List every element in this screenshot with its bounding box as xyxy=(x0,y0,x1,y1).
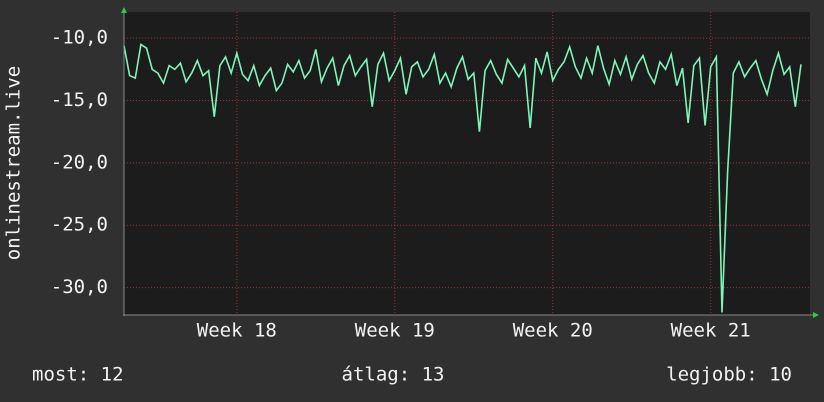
layer: -30,0 -25,0 -20,0 -15,0 -10,0 Week 18 Week 19 W… xyxy=(51,12,810,342)
x-tick-label: Week 20 xyxy=(513,320,593,342)
y-tick-label: -10,0 xyxy=(51,27,108,49)
series-line xyxy=(123,43,802,313)
y-tick-label: -30,0 xyxy=(51,276,108,298)
x-arrow xyxy=(813,312,819,318)
y-axis-label: onlinestream.live xyxy=(3,66,25,260)
x-tick-label: Week 18 xyxy=(197,320,277,342)
summary-avg: átlag: 13 xyxy=(342,364,445,386)
y-arrow xyxy=(121,7,127,13)
x-tick-label: Week 21 xyxy=(671,320,751,342)
plot-area xyxy=(124,12,810,315)
x-tick-label: Week 19 xyxy=(355,320,435,342)
y-tick-label: -25,0 xyxy=(51,214,108,236)
summary-best: legjobb: 10 xyxy=(666,364,792,386)
y-tick-label: -15,0 xyxy=(51,89,108,111)
summary-last: most: 12 xyxy=(32,364,124,386)
y-tick-label: -20,0 xyxy=(51,151,108,173)
